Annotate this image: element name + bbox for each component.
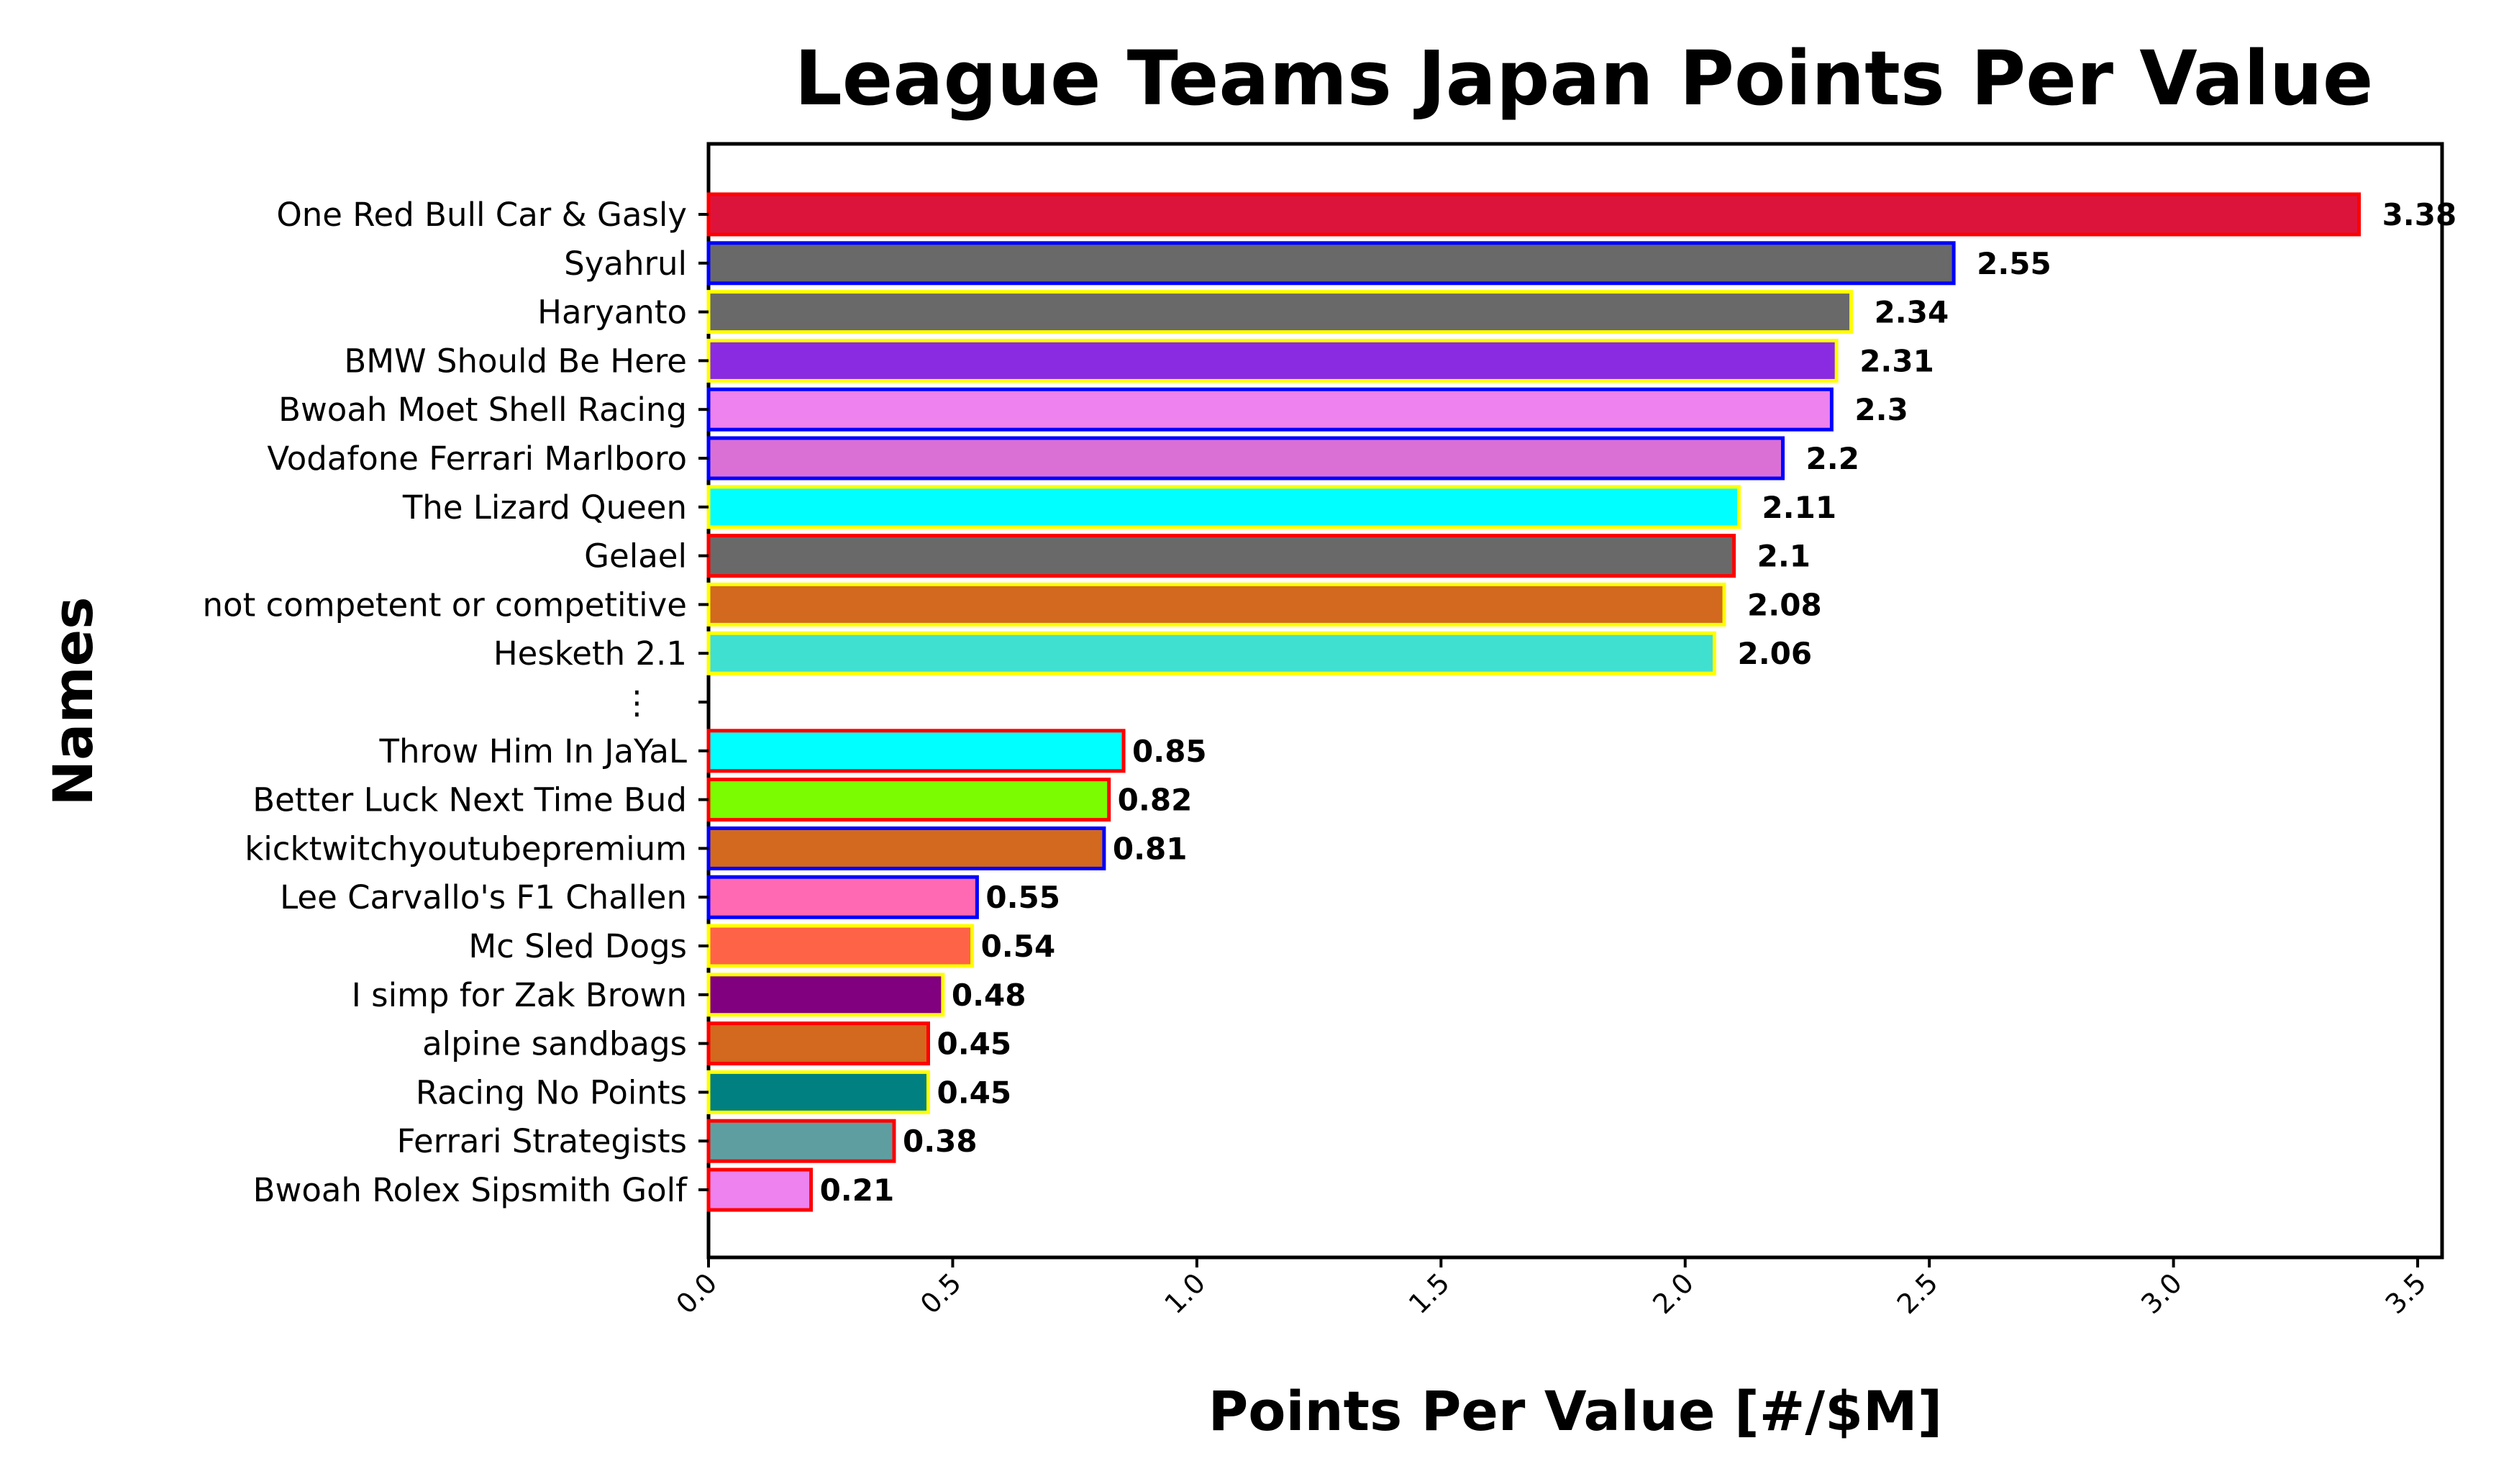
y-tick-label: Bwoah Rolex Sipsmith Golf: [253, 1171, 688, 1209]
bar: [706, 338, 1839, 383]
value-label: 3.38: [2382, 197, 2457, 232]
x-tick-label: 1.0: [1158, 1267, 1211, 1320]
bar: [706, 241, 1956, 286]
bar: [706, 582, 1726, 627]
value-label: 2.31: [1859, 343, 1934, 378]
x-tick-label: 3.5: [2379, 1267, 2433, 1320]
value-label: 2.3: [1854, 392, 1908, 427]
bar: [706, 1070, 930, 1114]
bar: [706, 290, 1854, 334]
x-tick-label: 0.5: [914, 1267, 967, 1320]
y-tick-label: Hesketh 2.1: [493, 634, 687, 673]
value-label: 0.45: [937, 1075, 1011, 1110]
y-tick-labels: One Red Bull Car & Gasly Syahrul Haryanto B…: [203, 196, 709, 1209]
x-tick-label: 2.0: [1647, 1267, 1700, 1320]
bar: [706, 973, 945, 1017]
bar: [706, 1021, 930, 1066]
y-tick-label: Lee Carvallo's F1 Challen: [280, 878, 687, 916]
value-label: 2.55: [1977, 246, 2051, 281]
y-tick-label: Vodafone Ferrari Marlboro: [267, 440, 687, 478]
y-tick-label: Ferrari Strategists: [397, 1122, 687, 1160]
bar: [706, 436, 1785, 481]
value-label: 0.21: [820, 1173, 895, 1208]
value-label: 2.2: [1806, 441, 1859, 476]
y-tick-label: Throw Him In JaYaL: [378, 732, 687, 770]
bar: [706, 485, 1741, 529]
bar: [706, 875, 979, 919]
bar: [706, 729, 1126, 773]
value-label: 2.34: [1875, 295, 1949, 330]
bar: [706, 1119, 896, 1163]
y-tick-label: Gelael: [584, 537, 687, 575]
x-tick-label: 2.5: [1891, 1267, 1944, 1320]
gap-marker: ⋮: [621, 683, 653, 721]
bar: [706, 1167, 814, 1212]
bar: [706, 826, 1106, 870]
y-tick-label: Mc Sled Dogs: [468, 927, 687, 965]
y-tick-label: One Red Bull Car & Gasly: [276, 196, 687, 234]
x-axis-title: Points Per Value [#/$M]: [1208, 1379, 1943, 1443]
chart-title: League Teams Japan Points Per Value: [795, 35, 2374, 122]
bars-layer: [706, 192, 2362, 1212]
value-label: 0.82: [1118, 783, 1193, 818]
value-label: 2.06: [1737, 636, 1812, 671]
bar: [706, 534, 1736, 578]
value-label: 0.54: [981, 929, 1056, 964]
x-tick-label: 1.5: [1403, 1267, 1456, 1320]
value-label: 0.85: [1132, 734, 1207, 769]
bar: [706, 387, 1834, 432]
value-label: 0.48: [952, 978, 1026, 1013]
bar: [706, 192, 2362, 237]
bar: [706, 924, 975, 968]
y-tick-label: alpine sandbags: [422, 1025, 687, 1063]
x-axis-ticks: 0.0 0.5 1.0 1.5 2.0 2.5 3.0 3.5: [670, 1257, 2433, 1320]
y-tick-label: Haryanto: [537, 293, 687, 332]
value-label: 0.38: [903, 1124, 978, 1159]
y-tick-label: Syahrul: [564, 245, 687, 283]
y-tick-label: I simp for Zak Brown: [352, 976, 687, 1014]
value-label: 0.45: [937, 1026, 1011, 1062]
y-tick-label: Racing No Points: [416, 1073, 687, 1111]
value-label: 0.81: [1113, 831, 1188, 866]
value-label: 0.55: [985, 880, 1060, 915]
value-label: 2.1: [1757, 539, 1811, 574]
plot-area: One Red Bull Car & Gasly Syahrul Haryanto B…: [203, 142, 2457, 1320]
y-tick-label: not competent or competitive: [203, 586, 687, 624]
y-tick-label: Bwoah Moet Shell Racing: [278, 391, 687, 429]
bar: [706, 778, 1111, 822]
y-axis-title: Names: [41, 597, 105, 806]
value-label: 2.08: [1747, 587, 1822, 622]
y-tick-label: BMW Should Be Here: [344, 342, 687, 380]
value-label: 2.11: [1762, 490, 1836, 525]
bar: [706, 631, 1716, 675]
x-tick-label: 0.0: [670, 1267, 724, 1320]
y-tick-label: Better Luck Next Time Bud: [252, 781, 687, 819]
y-tick-label: The Lizard Queen: [402, 488, 687, 527]
x-tick-label: 3.0: [2135, 1267, 2188, 1320]
y-tick-label: kicktwitchyoutubepremium: [245, 829, 687, 868]
value-labels: 3.38 2.55 2.34 2.31 2.3 2.2 2.11 2.1 2.08 2.06 0.8…: [820, 197, 2457, 1208]
